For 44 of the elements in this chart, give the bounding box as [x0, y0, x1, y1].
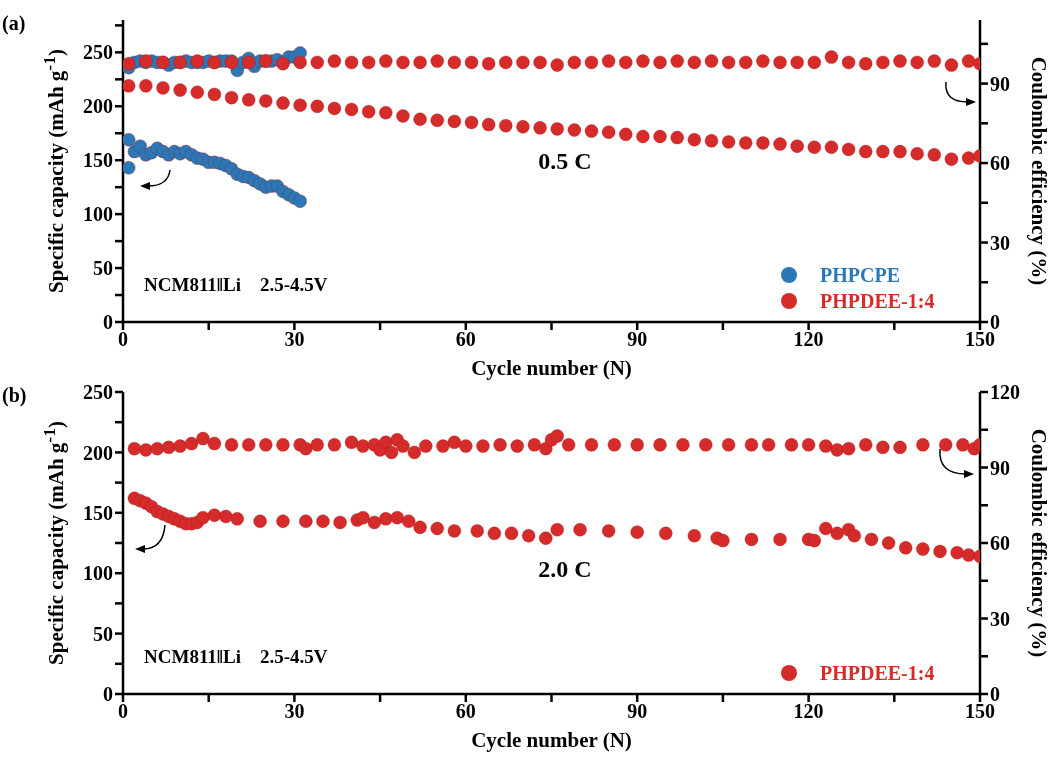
x-tick-label: 30 [284, 700, 305, 723]
y-tick-label: 100 [83, 203, 113, 226]
y2-axis-title: Coulombic efficiency (%) [1026, 427, 1051, 660]
y2-axis-title: Coulombic efficiency (%) [1026, 55, 1051, 288]
legend-label: PHPCPE [820, 263, 900, 287]
x-tick-label: 150 [965, 328, 995, 351]
x-tick-label: 90 [627, 700, 648, 723]
text: (b) [2, 384, 27, 407]
y-tick-label: 250 [83, 381, 113, 404]
annotation: 2.0 C [537, 556, 593, 583]
x-tick-label: 120 [793, 700, 824, 723]
x-tick-label: 120 [793, 328, 824, 351]
y2-tick-label: 90 [990, 72, 1010, 95]
y2-tick-label: 30 [990, 607, 1010, 630]
x-tick-label: 90 [627, 328, 648, 351]
legend-label: PHPDEE-1:4 [820, 289, 935, 313]
text: (a) [2, 12, 26, 35]
x-axis-title: Cycle number (N) [470, 356, 633, 381]
annotation: NCM811‖Li 2.5-4.5V [144, 646, 328, 668]
y-tick-label: 50 [93, 257, 113, 280]
x-tick-label: 60 [455, 328, 476, 351]
x-axis-title: Cycle number (N) [470, 728, 633, 753]
y-tick-label: 250 [83, 41, 113, 64]
x-tick-label: 150 [965, 700, 995, 723]
y-tick-label: 200 [83, 95, 113, 118]
y-tick-label: 0 [103, 683, 113, 706]
y2-tick-label: 60 [990, 152, 1010, 175]
annotation: NCM811‖Li 2.5-4.5V [144, 274, 328, 296]
x-tick-label: 0 [118, 328, 128, 351]
y-tick-label: 150 [83, 149, 113, 172]
x-tick-label: 30 [284, 328, 305, 351]
y-tick-label: 50 [93, 622, 113, 645]
y-tick-label: 200 [83, 441, 113, 464]
y-tick-label: 150 [83, 501, 113, 524]
legend-label: PHPDEE-1:4 [820, 661, 935, 685]
y2-tick-label: 60 [990, 532, 1010, 555]
y2-tick-label: 90 [990, 456, 1010, 479]
annotation: 0.5 C [537, 148, 593, 175]
x-tick-label: 0 [118, 700, 128, 723]
y-tick-label: 0 [103, 311, 113, 334]
y-tick-label: 100 [83, 562, 113, 585]
y2-tick-label: 120 [990, 381, 1020, 404]
y2-tick-label: 30 [990, 231, 1010, 254]
x-tick-label: 60 [455, 700, 476, 723]
